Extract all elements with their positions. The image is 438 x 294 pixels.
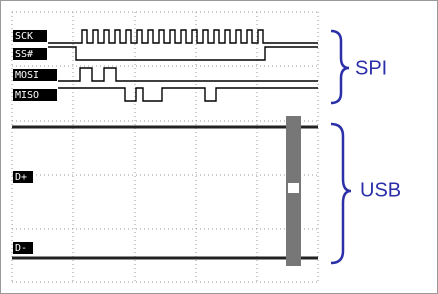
usb-waveforms bbox=[12, 116, 318, 266]
signal-label: MOSI bbox=[15, 70, 39, 81]
usb-burst-gap bbox=[288, 183, 299, 193]
signal-labels: SCK SS# MOSI MISO D+ D- bbox=[13, 30, 57, 254]
signal-label: SCK bbox=[15, 31, 33, 42]
group-label: SPI bbox=[355, 57, 387, 79]
signal-label: D- bbox=[15, 243, 27, 254]
grid bbox=[11, 11, 319, 283]
spi-brace bbox=[330, 29, 350, 105]
signal-label: MISO bbox=[15, 90, 39, 101]
signal-label: D+ bbox=[15, 172, 27, 183]
spi-waveforms bbox=[48, 29, 318, 102]
usb-brace bbox=[330, 122, 352, 265]
signal-label: SS# bbox=[15, 49, 33, 60]
group-label: USB bbox=[360, 179, 401, 201]
